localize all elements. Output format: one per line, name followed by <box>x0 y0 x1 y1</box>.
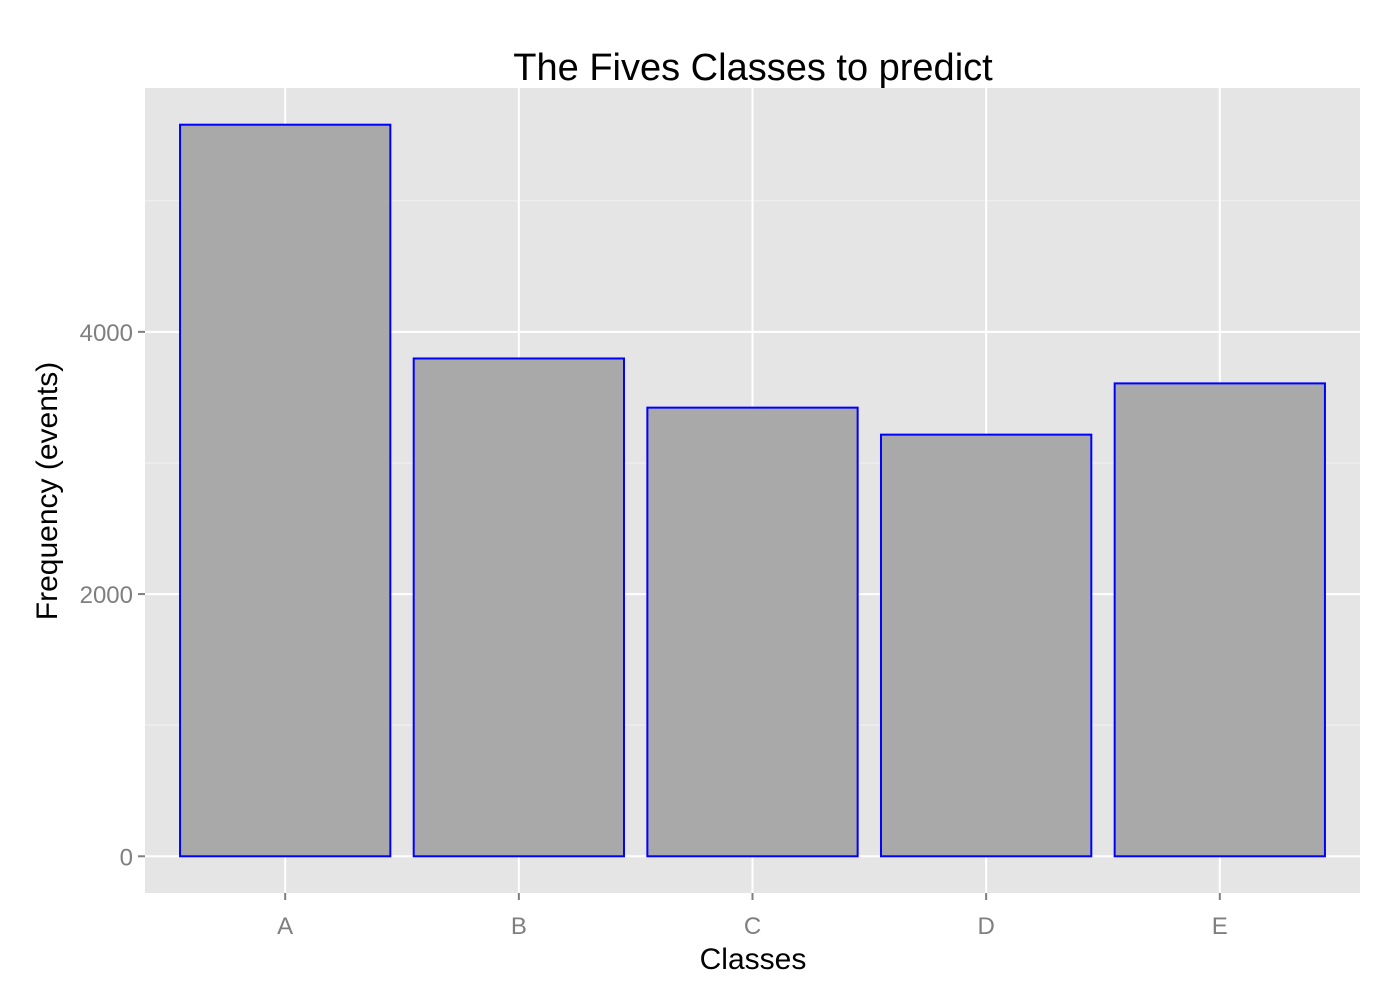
bar-b <box>412 357 625 858</box>
x-tick-label: E <box>1212 913 1228 940</box>
x-axis: A B C D E <box>277 893 1228 940</box>
x-tick-label: D <box>977 913 994 940</box>
bars <box>179 123 1326 858</box>
y-tick-label: 0 <box>120 844 133 871</box>
y-axis: 0 2000 4000 <box>80 320 145 871</box>
x-tick-label: A <box>277 913 293 940</box>
y-tick-label: 4000 <box>80 320 133 347</box>
y-axis-title: Frequency (events) <box>31 362 64 620</box>
y-tick-label: 2000 <box>80 582 133 609</box>
x-tick-label: C <box>744 913 761 940</box>
bar-d <box>880 433 1093 858</box>
chart-title: The Fives Classes to predict <box>513 47 993 89</box>
bar-a <box>179 123 392 858</box>
bar-c <box>646 406 859 858</box>
bar-e <box>1113 382 1326 858</box>
x-tick-label: B <box>511 913 527 940</box>
x-axis-title: Classes <box>700 943 807 976</box>
